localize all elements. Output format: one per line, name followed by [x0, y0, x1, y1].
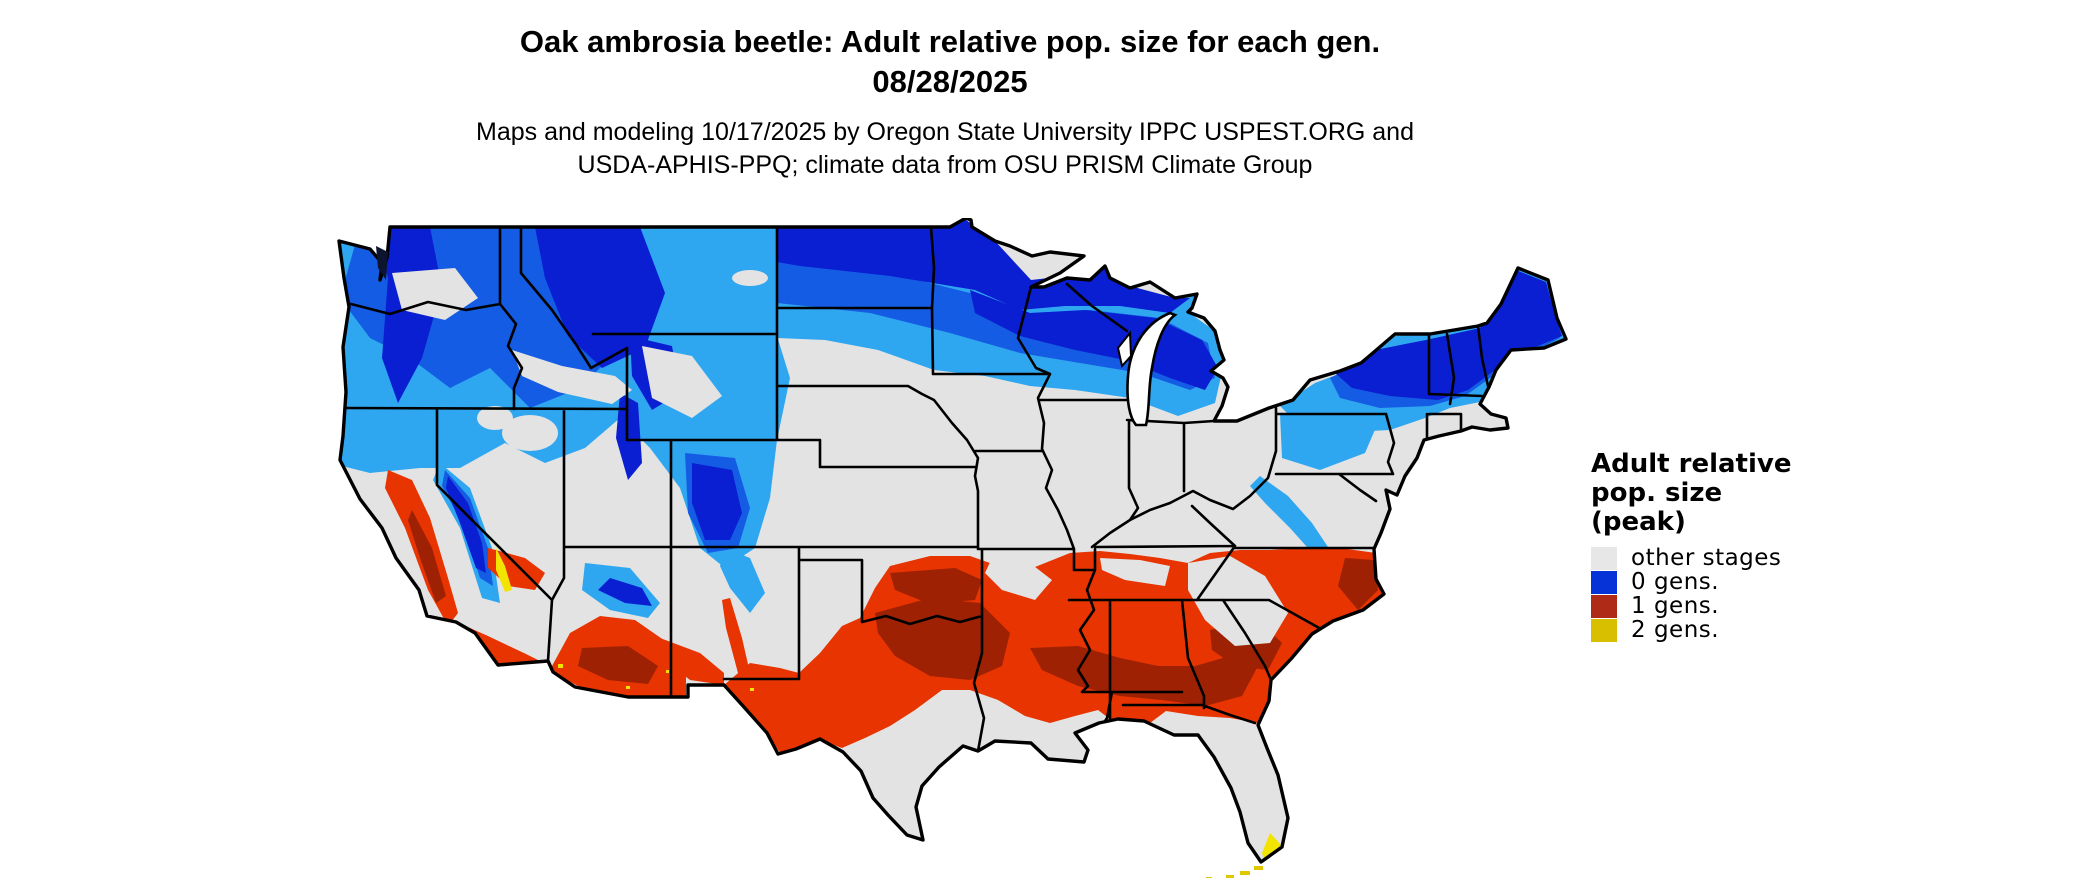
legend-swatch-1-gens [1591, 594, 1617, 618]
legend-title-line-3: (peak) [1591, 507, 1686, 537]
legend-row-0-gens: 0 gens. [1591, 569, 1851, 595]
legend-label-1-gens: 1 gens. [1631, 593, 1720, 619]
legend-row-2-gens: 2 gens. [1591, 617, 1851, 643]
legend-items: other stages 0 gens. 1 gens. 2 gens. [1591, 545, 1851, 643]
subtitle-line-2: USDA-APHIS-PPQ; climate data from OSU PR… [577, 151, 1313, 179]
map-raster-layers [339, 218, 1566, 862]
legend-row-1-gens: 1 gens. [1591, 593, 1851, 619]
subtitle-line-1: Maps and modeling 10/17/2025 by Oregon S… [476, 118, 1414, 146]
state-borders [344, 225, 1490, 753]
title-line-2: 08/28/2025 [872, 64, 1028, 99]
legend-row-other-stages: other stages [1591, 545, 1851, 571]
legend-label-0-gens: 0 gens. [1631, 569, 1720, 595]
map-title: Oak ambrosia beetle: Adult relative pop.… [0, 22, 1900, 102]
legend-label-2-gens: 2 gens. [1631, 617, 1720, 643]
florida-keys [1206, 866, 1263, 878]
us-map-svg [337, 218, 1568, 878]
puget-sound [376, 246, 388, 280]
us-outline [337, 218, 1568, 864]
map-subtitle: Maps and modeling 10/17/2025 by Oregon S… [0, 116, 1890, 182]
us-map [330, 218, 1570, 878]
legend-title-line-1: Adult relative [1591, 449, 1792, 479]
legend-label-other-stages: other stages [1631, 545, 1782, 571]
map-legend: Adult relative pop. size (peak) other st… [1591, 450, 1851, 643]
legend-swatch-other-stages [1591, 546, 1617, 570]
legend-title-line-2: pop. size [1591, 478, 1723, 508]
lake-michigan [1116, 311, 1178, 427]
legend-swatch-0-gens [1591, 570, 1617, 594]
legend-title: Adult relative pop. size (peak) [1591, 450, 1851, 537]
map-gray-basins [392, 268, 768, 558]
legend-swatch-2-gens [1591, 618, 1617, 642]
title-line-1: Oak ambrosia beetle: Adult relative pop.… [519, 24, 1381, 59]
